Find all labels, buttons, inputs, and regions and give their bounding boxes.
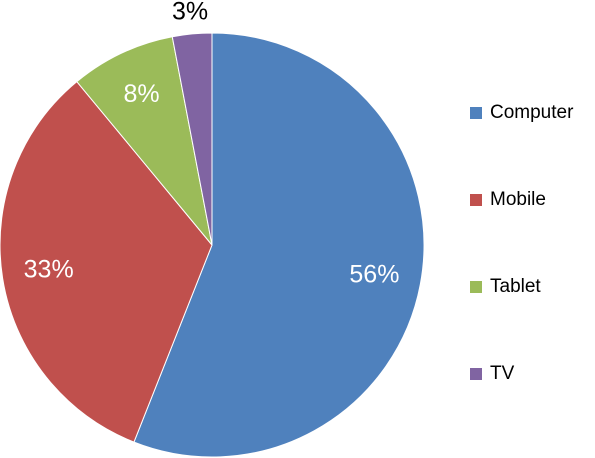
pie-slice: [171, 32, 213, 246]
data-label: 56%: [349, 261, 399, 289]
legend-label: Mobile: [490, 189, 546, 210]
legend-label: Tablet: [490, 276, 541, 297]
pie-slice: [0, 80, 213, 443]
data-label: 33%: [24, 255, 74, 283]
legend-swatch: [470, 194, 482, 206]
data-label: 8%: [124, 80, 160, 108]
pie-slice: [133, 32, 425, 458]
legend-swatch: [470, 281, 482, 293]
legend-swatch: [470, 368, 482, 380]
data-label: 3%: [172, 0, 208, 25]
legend-label: TV: [490, 363, 515, 384]
legend-swatch: [470, 107, 482, 119]
pie-slice: [76, 36, 213, 246]
legend-label: Computer: [490, 102, 574, 123]
